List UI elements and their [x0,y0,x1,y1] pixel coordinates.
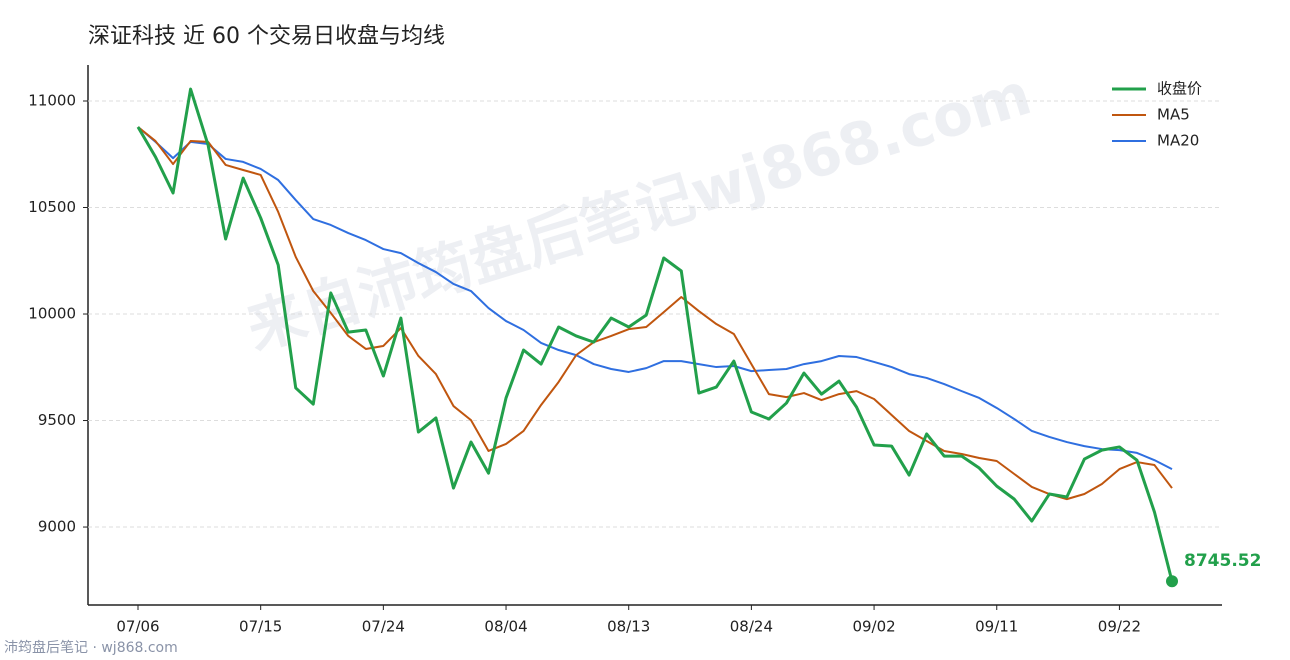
series-line [136,87,1174,582]
x-tick-label: 07/15 [239,618,282,636]
watermark: 来自沛筠盘后笔记wj868.com [239,60,1038,363]
x-tick-label: 07/24 [362,618,405,636]
series-line [137,126,1173,501]
x-tick-label: 09/11 [975,618,1018,636]
last-point [1166,575,1178,588]
x-tick-label: 08/13 [607,618,650,636]
y-tick-label: 9500 [38,411,76,429]
x-tick-label: 07/06 [116,618,159,636]
y-tick-label: 11000 [28,92,76,110]
series-line [137,126,1173,470]
y-tick-label: 9000 [38,518,76,536]
x-tick-label: 09/02 [852,618,895,636]
chart-title: 深证科技 近 60 个交易日收盘与均线 [88,24,445,49]
x-tick-label: 08/04 [484,618,527,636]
legend-label: MA5 [1157,106,1190,124]
legend-label: 收盘价 [1157,80,1202,98]
y-tick-label: 10000 [28,305,76,323]
x-tick-label: 09/22 [1098,618,1141,636]
legend-label: MA20 [1157,132,1199,150]
last-value-label: 8745.52 [1184,551,1261,571]
x-tick-label: 08/24 [730,618,773,636]
footer: 沛筠盘后笔记 · wj868.com [4,639,178,656]
y-tick-label: 10500 [28,198,76,216]
